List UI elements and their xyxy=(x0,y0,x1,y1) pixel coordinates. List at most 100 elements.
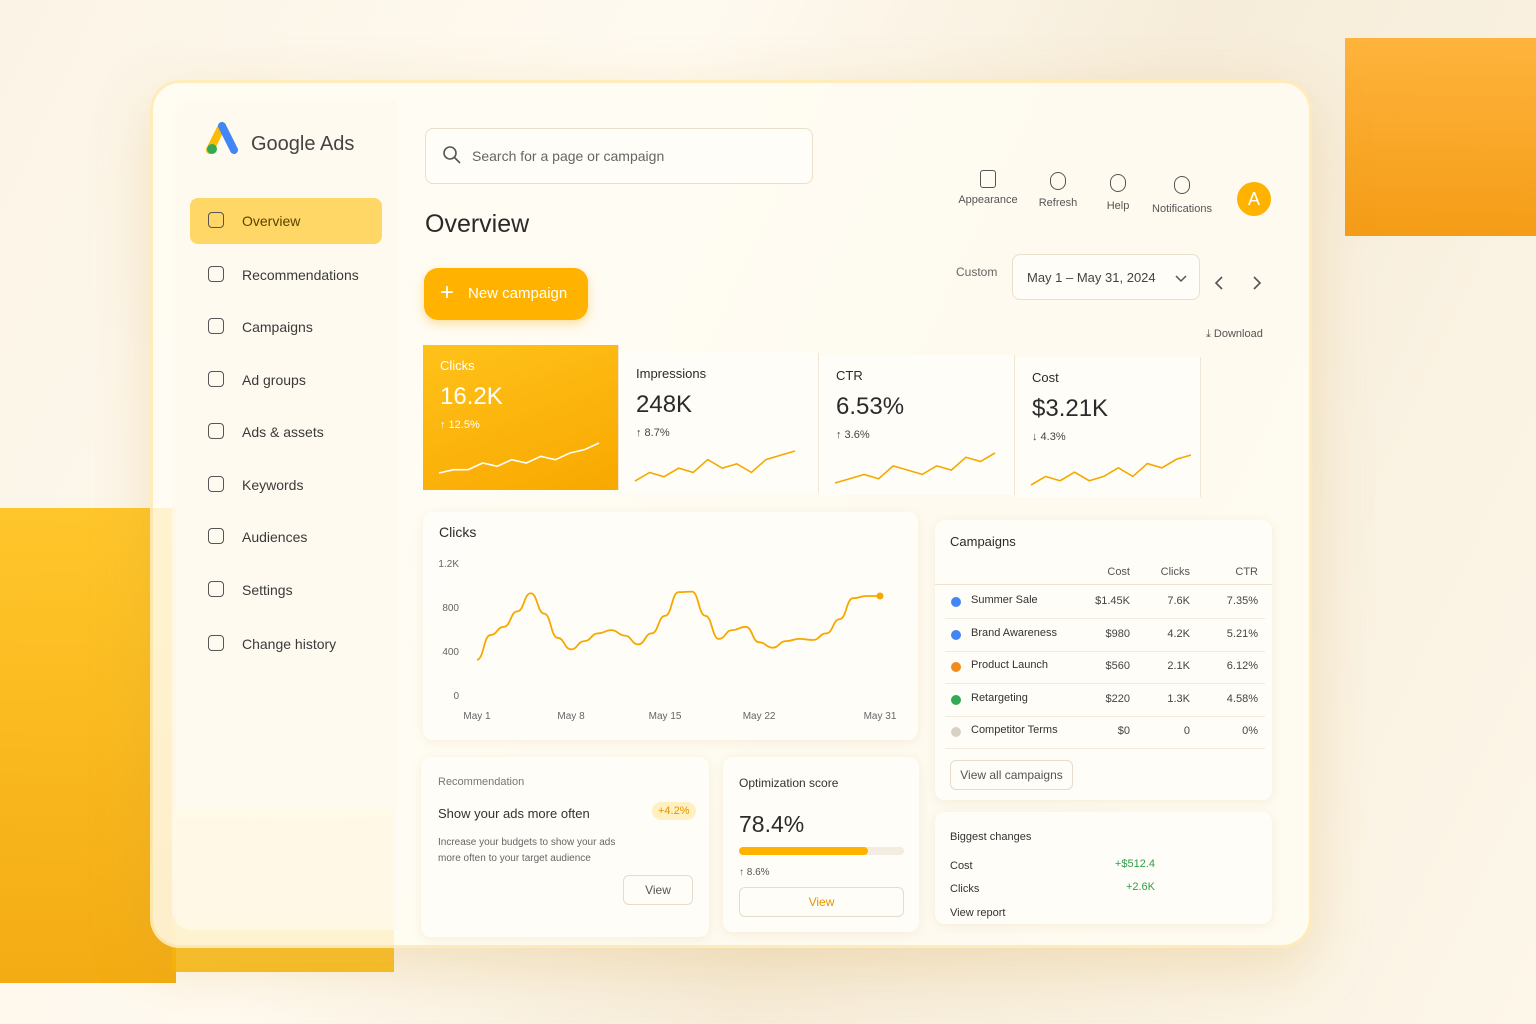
changes-title: Biggest changes xyxy=(950,831,1032,843)
campaign-name[interactable]: Brand Awareness xyxy=(971,626,1058,639)
toolbar-icon[interactable] xyxy=(980,170,996,188)
sparkline-path xyxy=(438,442,600,474)
view-report-link[interactable]: View report xyxy=(950,907,1006,919)
plus-icon: + xyxy=(440,279,455,306)
date-label: Custom xyxy=(956,265,998,279)
toolbar-icon[interactable] xyxy=(1050,172,1066,190)
next-button[interactable] xyxy=(1252,276,1262,290)
nav-item[interactable]: Overview xyxy=(190,198,382,244)
opt-view-button[interactable]: View xyxy=(739,887,904,917)
row-dot xyxy=(951,662,961,672)
row-divider xyxy=(945,618,1265,619)
change-value: +$512.4 xyxy=(1114,858,1155,870)
campaign-name[interactable]: Retargeting xyxy=(971,691,1028,704)
opt-change: ↑ 8.6% xyxy=(739,867,770,878)
campaign-cell: $220 xyxy=(1105,692,1130,705)
toolbar-label[interactable]: Appearance xyxy=(958,194,1018,206)
campaign-name[interactable]: Summer Sale xyxy=(971,594,1038,606)
dropdown-icon xyxy=(1175,275,1187,283)
brand: Google Ads xyxy=(251,133,355,155)
avatar[interactable]: A xyxy=(1237,182,1271,216)
rec-title: Show your ads more often xyxy=(438,806,590,821)
metric-value: $3.21K xyxy=(1032,395,1109,422)
header-divider xyxy=(935,584,1272,585)
opt-score: 78.4% xyxy=(739,811,805,837)
metric-card[interactable]: Impressions 248K ↑ 8.7% xyxy=(619,353,819,493)
metric-value: 6.53% xyxy=(836,393,905,420)
campaign-cell: 4.58% xyxy=(1226,692,1258,705)
toolbar-label[interactable]: Refresh xyxy=(1038,197,1078,209)
opt-title: Optimization score xyxy=(739,776,839,790)
sparkline-path xyxy=(834,452,996,484)
campaign-cell: 2.1K xyxy=(1167,660,1190,672)
decor-block xyxy=(1345,38,1536,236)
x-tick-label: May 8 xyxy=(557,711,585,722)
nav-icon xyxy=(208,371,224,387)
view-all-button[interactable]: View all campaigns xyxy=(950,760,1073,790)
metric-label: Clicks xyxy=(440,358,475,373)
last-point xyxy=(876,592,884,600)
nav-item[interactable]: Campaigns xyxy=(190,304,382,350)
nav-item[interactable]: Ads & assets xyxy=(190,409,382,455)
metric-change: ↑ 8.7% xyxy=(636,427,670,439)
metric-change: ↑ 3.6% xyxy=(836,429,870,441)
nav-item[interactable]: Settings xyxy=(190,567,382,613)
campaign-cell: $1.45K xyxy=(1095,595,1130,607)
toolbar-icon[interactable] xyxy=(1110,174,1126,192)
nav-item[interactable]: Ad groups xyxy=(190,357,382,403)
nav-item[interactable]: Keywords xyxy=(190,462,382,508)
search-box[interactable]: Search for a page or campaign xyxy=(425,128,813,184)
sparkline xyxy=(438,442,600,474)
optimization-card: Optimization score 78.4% ↑ 8.6% View xyxy=(723,757,919,932)
nav-icon xyxy=(208,528,224,544)
progress-bar xyxy=(739,847,869,855)
toolbar-label[interactable]: Notifications xyxy=(1152,203,1212,215)
metric-label: Impressions xyxy=(636,366,707,381)
button-label: New campaign xyxy=(468,285,568,302)
x-tick-label: May 22 xyxy=(743,711,776,722)
campaign-name[interactable]: Product Launch xyxy=(971,659,1049,671)
row-divider xyxy=(945,650,1265,652)
new-campaign-button[interactable]: + New campaign xyxy=(424,268,588,320)
sparkline xyxy=(1030,454,1192,486)
row-divider xyxy=(945,715,1265,717)
campaign-cell: 1.3K xyxy=(1167,692,1190,705)
campaign-cell: 0 xyxy=(1183,725,1190,737)
metric-card[interactable]: Clicks 16.2K ↑ 12.5% xyxy=(423,345,619,490)
row-dot xyxy=(951,629,961,640)
toolbar-label[interactable]: Help xyxy=(1106,200,1130,212)
campaign-cell: 6.12% xyxy=(1226,660,1258,672)
nav-item[interactable]: Change history xyxy=(190,621,382,667)
toolbar-icon[interactable] xyxy=(1174,176,1190,194)
y-tick-label: 800 xyxy=(442,603,459,614)
campaigns-card: Campaigns Cost Clicks CTR Summer Sale $1.45K… xyxy=(935,520,1272,800)
metric-change: ↓ 4.3% xyxy=(1032,431,1066,443)
download-link[interactable]: ⤓ Download xyxy=(1206,328,1263,341)
campaign-cell: 7.35% xyxy=(1226,595,1258,607)
date-picker[interactable]: May 1 – May 31, 2024 xyxy=(1012,254,1200,300)
row-divider xyxy=(945,683,1265,684)
rec-view-button[interactable]: View xyxy=(623,875,693,905)
change-label: Clicks xyxy=(950,883,980,895)
campaign-name[interactable]: Competitor Terms xyxy=(971,724,1058,736)
metric-card[interactable]: Cost $3.21K ↓ 4.3% xyxy=(1015,357,1201,497)
date-range: May 1 – May 31, 2024 xyxy=(1027,270,1156,285)
sparkline-path xyxy=(1030,454,1192,486)
prev-button[interactable] xyxy=(1214,276,1224,290)
campaign-cell: $0 xyxy=(1117,725,1130,737)
metric-card[interactable]: CTR 6.53% ↑ 3.6% xyxy=(819,355,1015,495)
chart-title: Clicks xyxy=(439,524,477,540)
campaign-cell: 7.6K xyxy=(1167,595,1190,607)
nav-item[interactable]: Audiences xyxy=(190,514,382,560)
nav-icon xyxy=(208,423,224,439)
sparkline xyxy=(834,452,996,484)
campaign-cell: $980 xyxy=(1105,627,1130,640)
sparkline-path xyxy=(634,450,796,482)
y-tick-label: 0 xyxy=(453,691,459,702)
metric-value: 16.2K xyxy=(440,383,503,410)
metric-value: 248K xyxy=(636,391,693,418)
biggest-changes-card: Biggest changes Cost +$512.4 Clicks +2.6K V… xyxy=(935,812,1272,924)
nav-item[interactable]: Recommendations xyxy=(190,252,382,298)
change-label: Cost xyxy=(950,860,973,872)
